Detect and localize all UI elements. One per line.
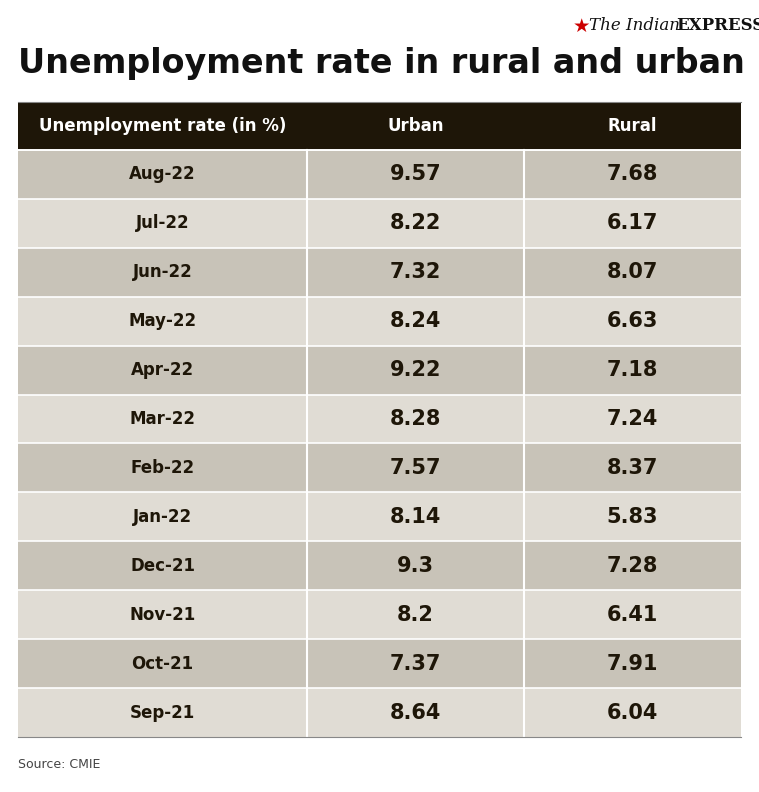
Bar: [524, 542, 741, 590]
Text: 5.83: 5.83: [606, 507, 658, 527]
Bar: [18, 688, 307, 737]
Bar: [18, 199, 307, 248]
Text: Unemployment rate (in %): Unemployment rate (in %): [39, 117, 286, 135]
Bar: [307, 102, 524, 150]
Text: Apr-22: Apr-22: [131, 361, 194, 379]
Text: Urban: Urban: [387, 117, 444, 135]
Text: Unemployment rate in rural and urban India: Unemployment rate in rural and urban Ind…: [18, 47, 759, 80]
Text: Oct-21: Oct-21: [131, 655, 194, 672]
Bar: [18, 150, 307, 199]
Bar: [524, 688, 741, 737]
Bar: [524, 199, 741, 248]
Text: 7.57: 7.57: [390, 458, 442, 478]
Text: ★: ★: [573, 17, 591, 36]
Bar: [18, 590, 307, 639]
Bar: [524, 102, 741, 150]
Text: Aug-22: Aug-22: [129, 166, 196, 184]
Bar: [524, 444, 741, 493]
Text: Source: CMIE: Source: CMIE: [18, 757, 100, 771]
Bar: [524, 248, 741, 297]
Bar: [307, 394, 524, 444]
Bar: [307, 444, 524, 493]
Bar: [524, 297, 741, 345]
Text: Jun-22: Jun-22: [133, 263, 193, 281]
Bar: [307, 345, 524, 394]
Text: 6.41: 6.41: [607, 605, 658, 625]
Text: Dec-21: Dec-21: [130, 557, 195, 575]
Text: 9.57: 9.57: [390, 165, 442, 185]
Text: 8.64: 8.64: [390, 703, 441, 722]
Bar: [307, 493, 524, 542]
Text: 7.18: 7.18: [607, 360, 658, 380]
Text: 7.91: 7.91: [606, 653, 658, 674]
Text: 7.32: 7.32: [390, 262, 441, 282]
Bar: [307, 639, 524, 688]
Text: The Indian: The Indian: [589, 17, 685, 34]
Bar: [18, 297, 307, 345]
Bar: [18, 542, 307, 590]
Bar: [524, 590, 741, 639]
Bar: [18, 639, 307, 688]
Bar: [524, 150, 741, 199]
Bar: [18, 345, 307, 394]
Text: Jul-22: Jul-22: [136, 215, 190, 232]
Bar: [524, 345, 741, 394]
Bar: [18, 444, 307, 493]
Text: 6.63: 6.63: [607, 311, 658, 331]
Bar: [307, 590, 524, 639]
Text: 7.24: 7.24: [607, 409, 658, 429]
Text: 9.3: 9.3: [397, 556, 434, 576]
Bar: [307, 150, 524, 199]
Bar: [307, 297, 524, 345]
Text: 8.14: 8.14: [390, 507, 441, 527]
Bar: [307, 248, 524, 297]
Bar: [18, 102, 307, 150]
Text: 7.68: 7.68: [607, 165, 658, 185]
Bar: [524, 639, 741, 688]
Bar: [307, 199, 524, 248]
Bar: [18, 493, 307, 542]
Text: Feb-22: Feb-22: [131, 459, 194, 477]
Text: EXPRESS: EXPRESS: [676, 17, 759, 34]
Text: 9.22: 9.22: [390, 360, 442, 380]
Text: 8.37: 8.37: [607, 458, 658, 478]
Bar: [307, 542, 524, 590]
Bar: [307, 688, 524, 737]
Text: 8.2: 8.2: [397, 605, 434, 625]
Text: 8.07: 8.07: [607, 262, 658, 282]
Bar: [524, 493, 741, 542]
Text: Mar-22: Mar-22: [130, 410, 196, 428]
Text: 7.28: 7.28: [607, 556, 658, 576]
Text: Jan-22: Jan-22: [133, 508, 192, 526]
Text: Rural: Rural: [608, 117, 657, 135]
Text: 7.37: 7.37: [390, 653, 441, 674]
Text: May-22: May-22: [128, 312, 197, 330]
Text: 6.17: 6.17: [607, 213, 658, 234]
Text: 8.22: 8.22: [390, 213, 441, 234]
Bar: [18, 248, 307, 297]
Text: Sep-21: Sep-21: [130, 703, 195, 722]
Text: Nov-21: Nov-21: [130, 606, 196, 624]
Bar: [524, 394, 741, 444]
Text: 6.04: 6.04: [607, 703, 658, 722]
Text: 8.24: 8.24: [390, 311, 441, 331]
Bar: [18, 394, 307, 444]
Text: 8.28: 8.28: [390, 409, 441, 429]
